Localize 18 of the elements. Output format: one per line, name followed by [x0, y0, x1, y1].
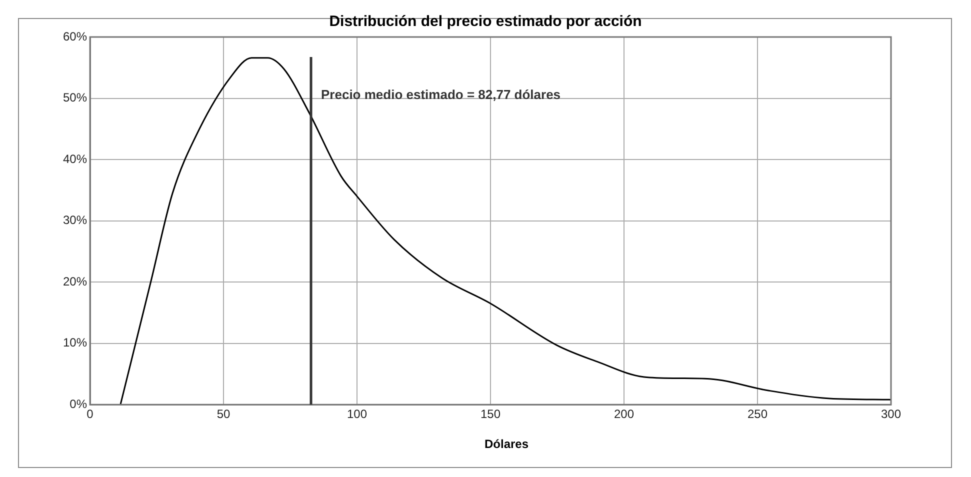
x-tick-label: 150 — [480, 407, 501, 422]
y-tick-label: 30% — [62, 213, 88, 228]
line-series — [120, 57, 891, 405]
x-tick-label: 50 — [216, 407, 231, 422]
chart-title: Distribución del precio estimado por acción — [328, 13, 643, 30]
y-tick-label: 10% — [62, 336, 88, 350]
x-tick-label: 300 — [880, 407, 902, 422]
y-tick-label: 20% — [62, 274, 88, 288]
y-tick-label: 40% — [62, 152, 88, 166]
x-tick-label: 200 — [614, 407, 634, 422]
x-tick-label: 250 — [747, 407, 768, 422]
x-tick-label: 0 — [86, 407, 94, 422]
x-tick-label: 100 — [346, 407, 368, 422]
ref-line-label: Precio medio estimado = 82,77 dólares — [321, 86, 561, 102]
y-tick-label: 50% — [62, 90, 88, 105]
x-axis-title: Dólares — [483, 437, 530, 451]
y-tick-label: 60% — [62, 29, 88, 44]
y-tick-label: 0% — [70, 396, 88, 411]
